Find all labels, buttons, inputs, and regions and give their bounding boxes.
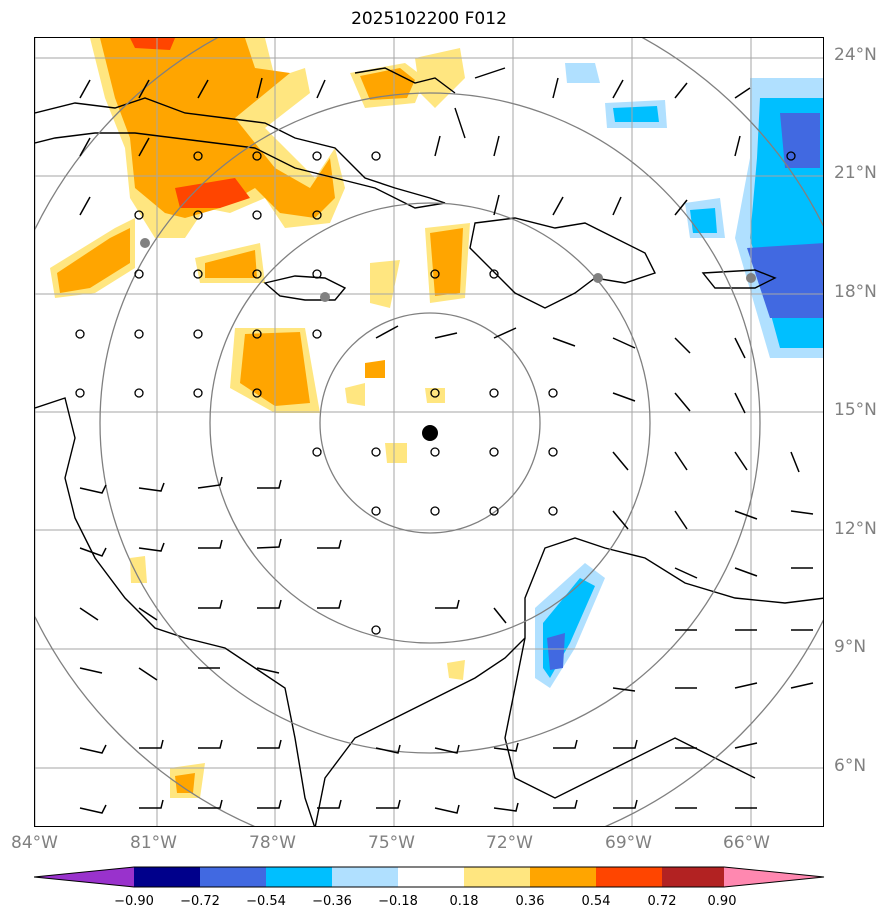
colorbar-tick-label: −0.36 [312,894,352,909]
positive-contour-region [175,773,195,793]
negative-contour-region [780,113,820,168]
colorbar-segment [332,867,398,887]
positive-contour-region [370,260,400,308]
map-title: 2025102200 F012 [351,9,507,29]
positive-contour-region [385,443,407,463]
colorbar-segment [464,867,530,887]
contour-fill-layer [50,38,823,798]
storm-center-marker [422,425,438,441]
colorbar-segment [596,867,662,887]
lat-label: 9°N [834,637,867,657]
negative-contour-region [747,243,823,318]
city-marker [746,273,756,283]
lon-label: 84°W [11,833,58,853]
coastline-south-america [314,537,823,826]
negative-contour-region [565,63,600,83]
coastline-hispaniola [469,217,656,309]
positive-contour-region [415,48,465,108]
colorbar-tick-label: 0.54 [581,894,611,909]
lon-label: 78°W [249,833,296,853]
positive-contour-region [365,360,385,378]
lat-label: 24°N [834,45,877,65]
graticule [35,38,823,826]
colorbar-segment [266,867,332,887]
coastline-bahamas [354,67,506,139]
city-marker [593,273,603,283]
colorbar-tick-label: −0.54 [246,894,286,909]
colorbar-segment [662,867,724,887]
coastline-central-america [35,397,316,826]
map-canvas [35,38,823,826]
lon-label: 72°W [486,833,533,853]
coastline-jamaica [263,275,347,301]
colorbar-segment [398,867,464,887]
lat-label: 21°N [834,163,877,183]
positive-contour-region [447,660,465,680]
colorbar-segment [530,867,596,887]
lat-label: 12°N [834,519,877,539]
negative-contour-region [547,633,565,670]
positive-contour-region [100,38,335,218]
coastline-puertorico [701,269,777,289]
colorbar-segment [200,867,266,887]
lat-label: 6°N [834,756,867,776]
wind-barbs [79,77,814,814]
positive-contour-region [57,228,130,293]
lon-label: 66°W [723,833,770,853]
lon-label: 81°W [130,833,177,853]
colorbar-tick-label: 0.18 [449,894,479,909]
colorbar-tick-label: −0.72 [180,894,220,909]
positive-contour-region [345,383,365,406]
positive-contour-region [130,38,175,50]
positive-contour-region [430,228,463,296]
lon-label: 69°W [605,833,652,853]
colorbar-tick-label: −0.18 [378,894,418,909]
colorbar-segment [34,867,134,887]
colorbar-tick-label: −0.90 [114,894,154,909]
coastline-cuba [35,97,446,209]
city-marker [140,238,150,248]
colorbar [34,866,825,888]
negative-contour-region [690,208,717,233]
calm-wind-markers [75,151,796,635]
colorbar-segment [724,867,824,887]
lat-label: 15°N [834,400,877,420]
map-panel [34,37,824,827]
range-rings [35,38,823,826]
colorbar-tick-label: 0.36 [515,894,545,909]
negative-contour-region [613,106,659,122]
lon-label: 75°W [368,833,415,853]
lat-label: 18°N [834,282,877,302]
city-markers [140,238,756,302]
positive-contour-region [175,178,250,208]
positive-contour-region [205,250,257,278]
positive-contour-region [130,556,147,583]
positive-contour-region [425,388,445,403]
colorbar-segment [134,867,200,887]
colorbar-tick-label: 0.72 [647,894,677,909]
city-marker [320,292,330,302]
colorbar-tick-label: 0.90 [707,894,737,909]
